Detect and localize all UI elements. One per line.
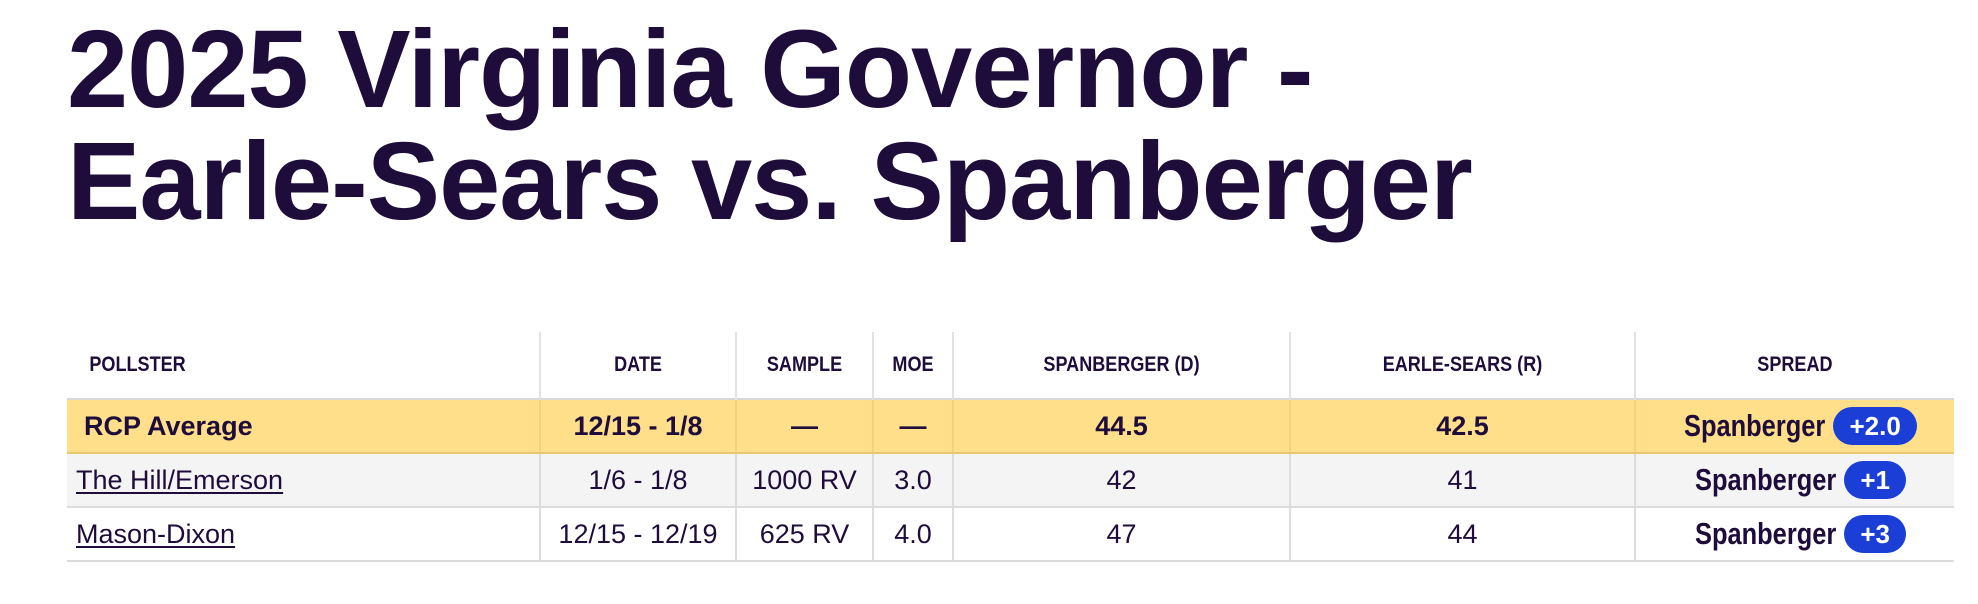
pollster-cell: Mason-Dixon bbox=[67, 507, 540, 562]
spread-leader: Spanberger bbox=[1695, 462, 1837, 497]
polls-table: POLLSTER DATE SAMPLE MOE SPANBERGER (D) … bbox=[67, 332, 1954, 562]
header-spread[interactable]: SPREAD bbox=[1656, 332, 1932, 399]
spanberger-value: 47 bbox=[952, 507, 1290, 562]
header-date[interactable]: DATE bbox=[552, 332, 723, 399]
table-header-row: POLLSTER DATE SAMPLE MOE SPANBERGER (D) … bbox=[67, 332, 1954, 399]
header-moe[interactable]: MOE bbox=[877, 332, 948, 399]
spread-leader: Spanberger bbox=[1695, 516, 1837, 551]
spread-leader: Spanberger bbox=[1684, 408, 1826, 443]
header-earle-sears[interactable]: EARLE-SEARS (R) bbox=[1313, 332, 1611, 399]
poll-moe: — bbox=[872, 399, 953, 454]
poll-date: 1/6 - 1/8 bbox=[539, 453, 736, 508]
spread-cell: Spanberger +3 bbox=[1634, 507, 1954, 562]
poll-sample: — bbox=[735, 399, 873, 454]
header-pollster[interactable]: POLLSTER bbox=[89, 353, 186, 376]
pollster-name: RCP Average bbox=[67, 399, 540, 454]
spread-cell: Spanberger +1 bbox=[1634, 453, 1954, 508]
spread-badge: +1 bbox=[1844, 461, 1906, 499]
spanberger-value: 44.5 bbox=[952, 399, 1290, 454]
spanberger-value: 42 bbox=[952, 453, 1290, 508]
table-row: The Hill/Emerson 1/6 - 1/8 1000 RV 3.0 4… bbox=[67, 453, 1954, 508]
header-sample[interactable]: SAMPLE bbox=[744, 332, 864, 399]
page-title-line-1: 2025 Virginia Governor - bbox=[67, 8, 1314, 131]
spread-badge: +3 bbox=[1844, 515, 1906, 553]
earle-sears-value: 42.5 bbox=[1289, 399, 1635, 454]
poll-sample: 625 RV bbox=[735, 507, 873, 562]
earle-sears-value: 44 bbox=[1289, 507, 1635, 562]
poll-date: 12/15 - 12/19 bbox=[539, 507, 736, 562]
spread-badge: +2.0 bbox=[1833, 407, 1917, 445]
poll-sample: 1000 RV bbox=[735, 453, 873, 508]
pollster-cell: The Hill/Emerson bbox=[67, 453, 540, 508]
poll-date: 12/15 - 1/8 bbox=[539, 399, 736, 454]
page-title: 2025 Virginia Governor - Earle-Sears vs.… bbox=[67, 14, 1767, 238]
pollster-link[interactable]: Mason-Dixon bbox=[76, 518, 236, 549]
page-title-line-2: Earle-Sears vs. Spanberger bbox=[67, 120, 1473, 243]
table-row: Mason-Dixon 12/15 - 12/19 625 RV 4.0 47 … bbox=[67, 507, 1954, 562]
poll-moe: 3.0 bbox=[872, 453, 953, 508]
rcp-average-row: RCP Average 12/15 - 1/8 — — 44.5 42.5 Sp… bbox=[67, 399, 1954, 454]
pollster-link[interactable]: The Hill/Emerson bbox=[76, 464, 284, 495]
poll-moe: 4.0 bbox=[872, 507, 953, 562]
header-spanberger[interactable]: SPANBERGER (D) bbox=[975, 332, 1267, 399]
earle-sears-value: 41 bbox=[1289, 453, 1635, 508]
spread-cell: Spanberger +2.0 bbox=[1634, 399, 1954, 454]
